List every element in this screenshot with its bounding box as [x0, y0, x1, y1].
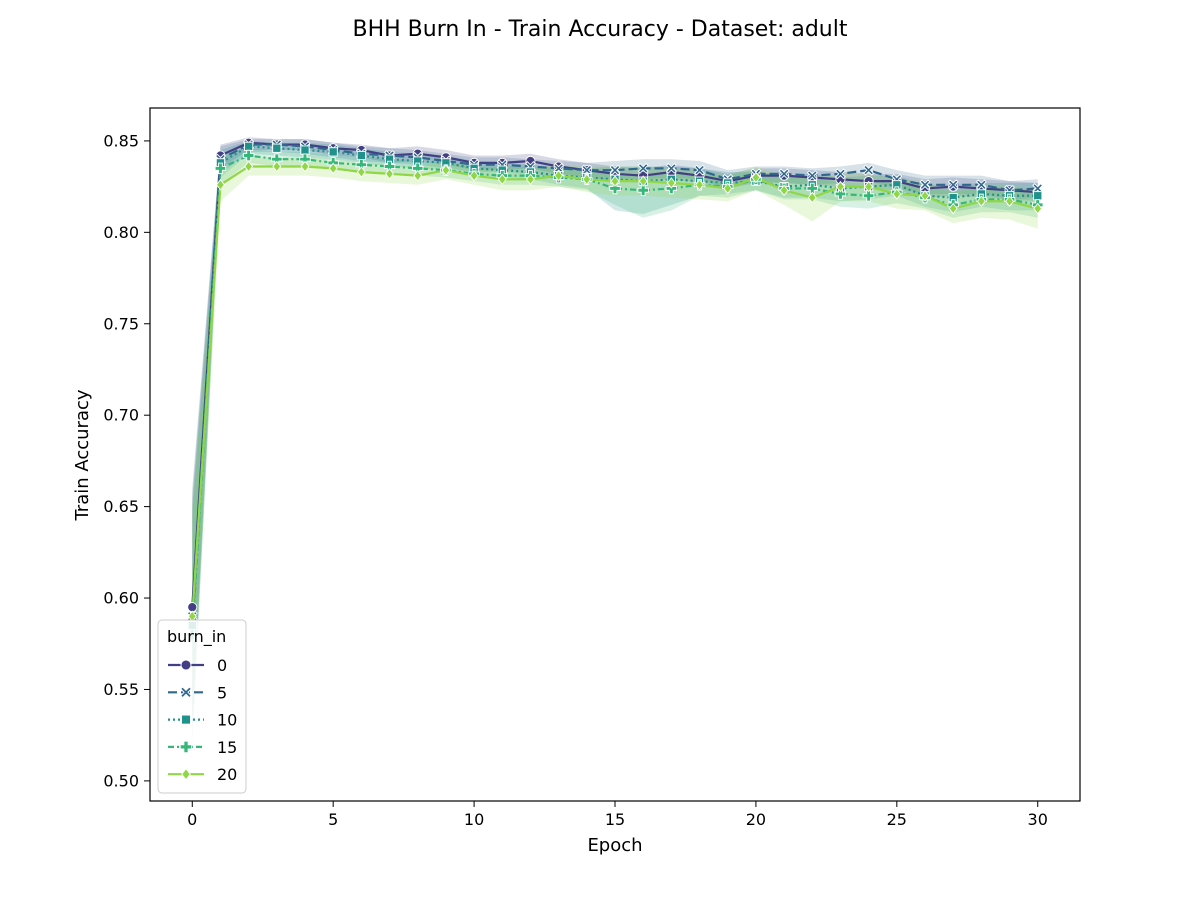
point-series-15-epoch-23	[834, 188, 847, 200]
y-tick-label-0.65: 0.65	[103, 497, 139, 516]
point-series-5-epoch-14	[581, 164, 593, 176]
point-series-5-epoch-30	[1032, 182, 1044, 194]
point-series-15-epoch-2	[242, 149, 255, 162]
point-series-20-epoch-25	[892, 188, 902, 200]
point-series-20-epoch-1	[215, 179, 225, 191]
point-series-20-epoch-12	[525, 173, 535, 186]
point-series-5-epoch-17	[665, 162, 677, 174]
point-series-20-epoch-22	[807, 191, 817, 204]
x-tick-label-20: 20	[746, 810, 766, 829]
point-series-20-epoch-28	[976, 195, 986, 208]
plot-frame	[149, 107, 1081, 802]
point-series-20-epoch-30	[1033, 202, 1043, 215]
point-series-15-epoch-22	[806, 182, 819, 195]
legend-label-0: 0	[217, 656, 227, 675]
point-series-5-epoch-15	[609, 164, 621, 176]
legend-marker-15	[179, 740, 193, 754]
point-series-5-epoch-26	[919, 179, 931, 191]
point-series-20-epoch-7	[385, 168, 395, 180]
legend-label-5: 5	[217, 683, 227, 702]
point-series-15-epoch-1	[214, 162, 227, 175]
point-series-20-epoch-24	[864, 180, 874, 193]
point-series-20-epoch-3	[272, 160, 282, 173]
point-series-5-epoch-28	[975, 179, 987, 191]
point-series-10-epoch-2	[244, 141, 254, 151]
point-series-5-epoch-22	[806, 170, 818, 182]
y-tick-label-0.85: 0.85	[103, 131, 139, 150]
legend-box	[157, 619, 247, 794]
series-markers	[186, 137, 1044, 641]
point-series-15-epoch-15	[609, 182, 621, 195]
point-series-20-epoch-13	[554, 169, 564, 182]
point-series-20-epoch-8	[413, 169, 423, 182]
point-series-5-epoch-13	[553, 162, 565, 174]
point-series-20-epoch-17	[666, 177, 676, 189]
point-series-20-epoch-26	[920, 189, 930, 202]
point-series-15-epoch-16	[637, 184, 649, 197]
legend-marker-10	[181, 714, 191, 725]
point-series-10-epoch-30	[1033, 191, 1043, 201]
chart-title: BHH Burn In - Train Accuracy - Dataset: …	[353, 17, 848, 42]
y-axis-label: Train Accuracy	[72, 389, 93, 521]
point-series-5-epoch-21	[778, 168, 790, 180]
legend-title: burn_in	[167, 627, 226, 647]
point-series-20-epoch-5	[328, 162, 338, 175]
y-tick-label-0.55: 0.55	[103, 680, 139, 699]
point-series-10-epoch-5	[328, 147, 338, 157]
point-series-20-epoch-11	[497, 173, 507, 186]
point-series-20-epoch-19	[723, 182, 733, 195]
y-tick-label-0.70: 0.70	[103, 406, 139, 425]
point-series-20-epoch-4	[300, 160, 310, 173]
point-series-20-epoch-15	[610, 175, 620, 187]
point-series-5-epoch-18	[694, 164, 706, 176]
point-series-20-epoch-29	[1005, 195, 1015, 208]
legend-marker-20	[181, 767, 191, 781]
point-series-20-epoch-16	[638, 175, 648, 187]
point-series-20-epoch-20	[751, 171, 761, 184]
y-tick-label-0.80: 0.80	[103, 223, 139, 242]
point-series-15-epoch-24	[862, 190, 875, 202]
x-tick-label-15: 15	[605, 810, 625, 829]
x-tick-label-5: 5	[328, 810, 338, 829]
y-tick-label-0.60: 0.60	[103, 589, 139, 608]
point-series-20-epoch-27	[948, 202, 958, 215]
y-axis-ticks: 0.50 0.55 0.60 0.65 0.70 0.75 0.80 0.85	[103, 131, 150, 790]
point-series-20-epoch-6	[356, 166, 366, 178]
point-series-20-epoch-23	[835, 180, 845, 193]
point-series-5-epoch-24	[863, 164, 875, 176]
point-series-20-epoch-2	[244, 160, 254, 173]
legend-label-10: 10	[217, 711, 237, 730]
y-tick-label-0.75: 0.75	[103, 314, 139, 333]
point-series-5-epoch-16	[637, 162, 649, 174]
legend-marker-5	[180, 686, 192, 699]
legend-marker-0	[180, 659, 192, 671]
point-series-20-epoch-14	[582, 173, 592, 186]
point-series-5-epoch-23	[834, 168, 846, 180]
point-series-20-epoch-18	[695, 179, 705, 191]
point-series-0-epoch-0	[187, 602, 198, 613]
x-tick-label-10: 10	[464, 810, 484, 829]
y-tick-label-0.50: 0.50	[103, 771, 139, 790]
point-series-5-epoch-27	[947, 179, 959, 191]
legend: burn_in 0 5 10 15 20	[157, 619, 247, 794]
point-series-10-epoch-3	[272, 143, 282, 153]
point-series-20-epoch-21	[779, 184, 789, 197]
legend-label-20: 20	[217, 765, 237, 784]
point-series-10-epoch-4	[300, 145, 310, 155]
point-series-20-epoch-10	[469, 169, 479, 182]
x-tick-label-0: 0	[187, 810, 197, 829]
x-axis-label: Epoch	[587, 835, 642, 856]
x-axis-ticks: 0 5 10 15 20 25 30	[187, 801, 1048, 829]
point-series-20-epoch-9	[441, 164, 451, 176]
point-series-10-epoch-6	[356, 150, 366, 161]
legend-items: 0 5 10 15 20	[168, 656, 237, 784]
legend-label-15: 15	[217, 738, 237, 757]
x-tick-label-25: 25	[887, 810, 907, 829]
x-tick-label-30: 30	[1028, 810, 1048, 829]
